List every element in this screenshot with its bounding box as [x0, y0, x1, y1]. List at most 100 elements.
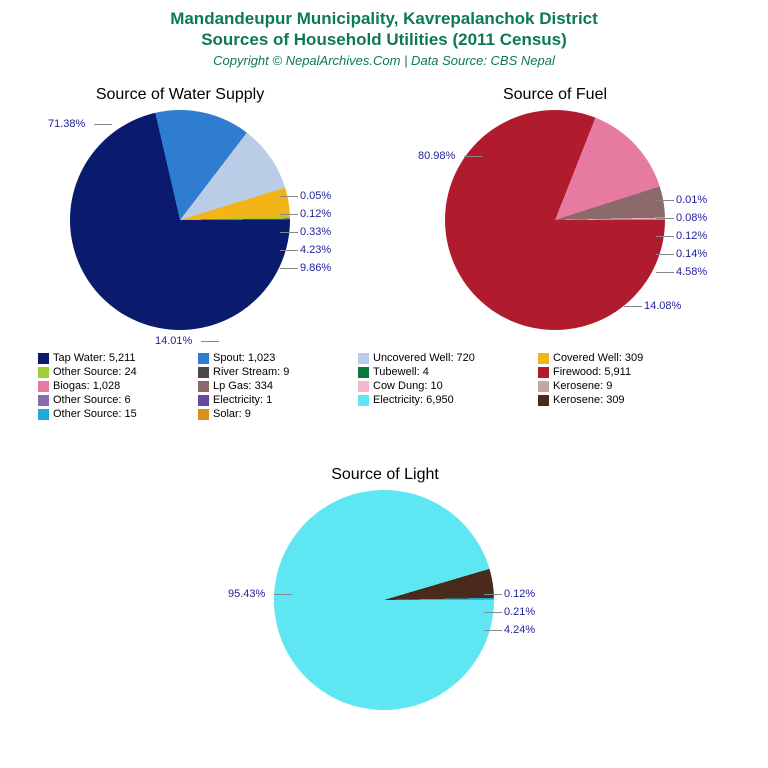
legend-label: Spout: 1,023 — [213, 352, 275, 364]
pct-label: 4.23% — [300, 244, 331, 256]
legend-label: Kerosene: 309 — [553, 394, 625, 406]
legend: Tap Water: 5,211 Spout: 1,023 Uncovered We… — [38, 352, 730, 422]
legend-label: Other Source: 6 — [53, 394, 131, 406]
leader-line — [656, 236, 674, 237]
leader-line — [94, 124, 112, 125]
pct-label: 0.12% — [300, 208, 331, 220]
copyright-line: Copyright © NepalArchives.Com | Data Sou… — [0, 53, 768, 68]
pct-label: 14.01% — [155, 335, 192, 347]
pct-label: 0.01% — [676, 194, 707, 206]
light-chart-title: Source of Light — [310, 466, 460, 484]
pct-label: 4.58% — [676, 266, 707, 278]
leader-line — [484, 630, 502, 631]
legend-swatch — [538, 353, 549, 364]
legend-label: Other Source: 15 — [53, 408, 137, 420]
pct-label: 9.86% — [300, 262, 331, 274]
leader-line — [464, 156, 482, 157]
legend-item: Electricity: 1 — [198, 394, 348, 406]
leader-line — [656, 254, 674, 255]
legend-swatch — [538, 367, 549, 378]
legend-label: Firewood: 5,911 — [553, 366, 631, 378]
leader-line — [274, 594, 292, 595]
leader-line — [656, 200, 674, 201]
legend-swatch — [358, 395, 369, 406]
pct-label: 0.21% — [504, 606, 535, 618]
legend-swatch — [38, 395, 49, 406]
pct-label: 0.12% — [676, 230, 707, 242]
legend-label: Electricity: 1 — [213, 394, 272, 406]
pct-label: 0.05% — [300, 190, 331, 202]
legend-label: Lp Gas: 334 — [213, 380, 273, 392]
legend-item: Kerosene: 9 — [538, 380, 688, 392]
legend-swatch — [38, 367, 49, 378]
legend-label: Tap Water: 5,211 — [53, 352, 136, 364]
pct-label: 0.08% — [676, 212, 707, 224]
title-line-1: Mandandeupur Municipality, Kavrepalancho… — [0, 8, 768, 29]
legend-item: Cow Dung: 10 — [358, 380, 528, 392]
water-chart-title: Source of Water Supply — [80, 86, 280, 104]
pct-label: 71.38% — [48, 118, 85, 130]
leader-line — [280, 196, 298, 197]
legend-item: Other Source: 6 — [38, 394, 188, 406]
legend-swatch — [538, 395, 549, 406]
legend-item: Biogas: 1,028 — [38, 380, 188, 392]
leader-line — [280, 250, 298, 251]
leader-line — [484, 612, 502, 613]
pct-label: 0.12% — [504, 588, 535, 600]
legend-swatch — [198, 395, 209, 406]
pct-label: 4.24% — [504, 624, 535, 636]
legend-item: Tap Water: 5,211 — [38, 352, 188, 364]
legend-swatch — [358, 381, 369, 392]
pct-label: 80.98% — [418, 150, 455, 162]
legend-swatch — [198, 381, 209, 392]
legend-swatch — [38, 353, 49, 364]
legend-item: Tubewell: 4 — [358, 366, 528, 378]
legend-swatch — [198, 353, 209, 364]
legend-item: Kerosene: 309 — [538, 394, 688, 406]
pct-label: 0.14% — [676, 248, 707, 260]
leader-line — [656, 218, 674, 219]
legend-label: Other Source: 24 — [53, 366, 137, 378]
leader-line — [656, 272, 674, 273]
title-line-2: Sources of Household Utilities (2011 Cen… — [0, 29, 768, 50]
legend-label: Electricity: 6,950 — [373, 394, 454, 406]
legend-item: Other Source: 15 — [38, 408, 188, 420]
legend-label: Solar: 9 — [213, 408, 251, 420]
leader-line — [624, 306, 642, 307]
light-pie-chart — [274, 490, 494, 710]
legend-item: Spout: 1,023 — [198, 352, 348, 364]
legend-label: Cow Dung: 10 — [373, 380, 443, 392]
leader-line — [484, 594, 502, 595]
fuel-chart-title: Source of Fuel — [470, 86, 640, 104]
legend-swatch — [38, 381, 49, 392]
legend-label: River Stream: 9 — [213, 366, 289, 378]
legend-item: River Stream: 9 — [198, 366, 348, 378]
legend-item: Other Source: 24 — [38, 366, 188, 378]
legend-label: Covered Well: 309 — [553, 352, 643, 364]
legend-swatch — [198, 367, 209, 378]
leader-line — [280, 232, 298, 233]
leader-line — [280, 214, 298, 215]
fuel-pie-chart — [445, 110, 665, 330]
legend-swatch — [538, 381, 549, 392]
legend-swatch — [358, 353, 369, 364]
legend-row: Tap Water: 5,211 Spout: 1,023 Uncovered We… — [38, 352, 730, 422]
leader-line — [201, 341, 219, 342]
pct-label: 95.43% — [228, 588, 265, 600]
pct-label: 0.33% — [300, 226, 331, 238]
legend-item: Lp Gas: 334 — [198, 380, 348, 392]
legend-swatch — [38, 409, 49, 420]
leader-line — [280, 268, 298, 269]
legend-item: Covered Well: 309 — [538, 352, 688, 364]
legend-swatch — [358, 367, 369, 378]
title-block: Mandandeupur Municipality, Kavrepalancho… — [0, 0, 768, 68]
legend-label: Uncovered Well: 720 — [373, 352, 475, 364]
pct-label: 14.08% — [644, 300, 681, 312]
water-pie-chart — [70, 110, 290, 330]
legend-item: Electricity: 6,950 — [358, 394, 528, 406]
legend-label: Kerosene: 9 — [553, 380, 612, 392]
legend-item: Uncovered Well: 720 — [358, 352, 528, 364]
legend-item: Solar: 9 — [198, 408, 348, 420]
legend-label: Tubewell: 4 — [373, 366, 429, 378]
legend-swatch — [198, 409, 209, 420]
